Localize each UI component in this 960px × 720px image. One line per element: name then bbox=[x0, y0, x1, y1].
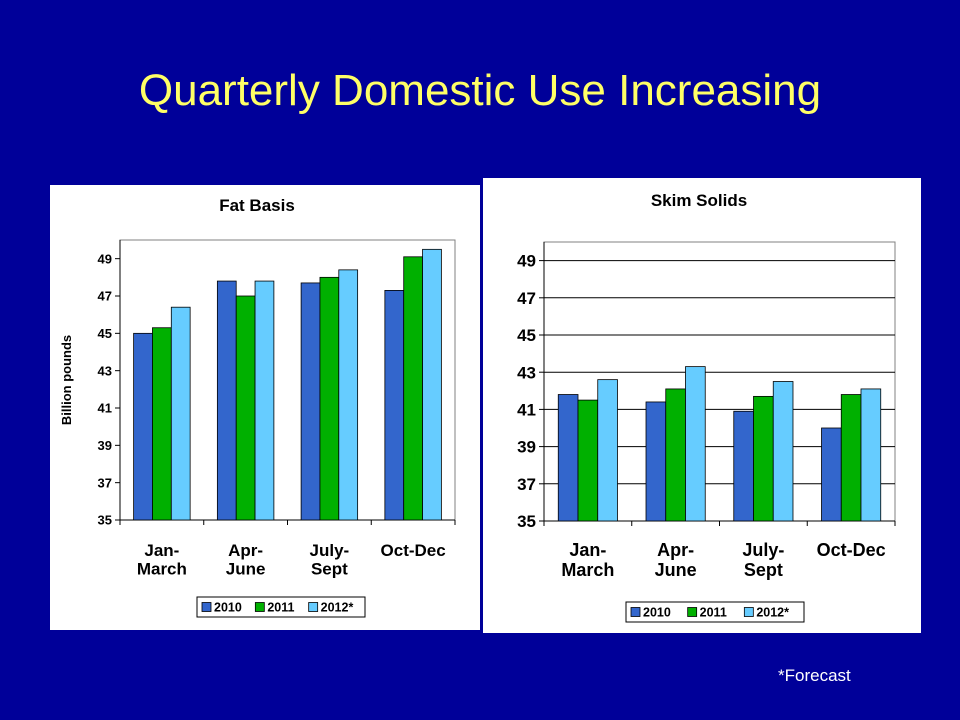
chart-title: Fat Basis bbox=[219, 196, 295, 215]
legend-label: 2010 bbox=[643, 606, 671, 620]
x-category-label: Oct-Dec bbox=[381, 541, 446, 560]
legend-swatch-2012 bbox=[743, 607, 754, 617]
bar-2011-2 bbox=[753, 395, 774, 522]
fat-basis-chart: Fat Basis 35 37 39 41 43 45 47 49 Billion pounds J… bbox=[50, 185, 480, 630]
y-tick-label: 37 bbox=[517, 475, 536, 494]
x-category-label: Jan- bbox=[569, 540, 606, 560]
y-tick-label: 39 bbox=[98, 438, 112, 453]
bar-2010-1 bbox=[216, 280, 237, 521]
x-category-label: Apr- bbox=[228, 541, 263, 560]
y-tick-label: 35 bbox=[517, 512, 536, 531]
chart-title: Skim Solids bbox=[651, 191, 747, 210]
y-tick-label: 47 bbox=[517, 289, 536, 308]
bar-2011-1 bbox=[665, 388, 686, 522]
y-tick-label: 43 bbox=[98, 363, 112, 378]
bar-2011-0 bbox=[152, 327, 172, 521]
legend-box bbox=[196, 596, 366, 618]
y-tick-label: 45 bbox=[98, 326, 112, 341]
y-tick-label: 35 bbox=[98, 513, 112, 528]
bar-2012-2 bbox=[338, 269, 359, 521]
legend-swatch-2010 bbox=[201, 602, 212, 612]
y-tick-label: 41 bbox=[517, 401, 536, 420]
x-category-label: Oct-Dec bbox=[817, 540, 886, 560]
legend-swatch-2010 bbox=[630, 607, 641, 617]
x-category-label: Sept bbox=[744, 560, 783, 580]
skim-solids-chart-svg: Skim Solids 35 37 39 41 43 45 47 49 Jan-March Apr-… bbox=[517, 191, 896, 623]
y-tick-label: 49 bbox=[98, 251, 112, 266]
legend-swatch-2012 bbox=[308, 602, 319, 612]
bar-2010-0 bbox=[133, 332, 153, 521]
bar-2011-2 bbox=[319, 276, 340, 521]
x-category-label: July- bbox=[742, 540, 784, 560]
bar-2012-0 bbox=[597, 379, 618, 522]
slide-title: Quarterly Domestic Use Increasing bbox=[138, 66, 822, 115]
y-tick-label: 49 bbox=[517, 252, 536, 271]
x-category-label: Apr- bbox=[657, 540, 694, 560]
legend-label: 2010 bbox=[214, 601, 242, 615]
bar-2011-3 bbox=[840, 394, 862, 522]
y-axis-label: Billion pounds bbox=[59, 335, 74, 425]
x-category-label: March bbox=[137, 560, 187, 579]
x-category-label: Sept bbox=[311, 560, 348, 579]
legend-swatch-2011 bbox=[254, 602, 265, 612]
y-tick-label: 41 bbox=[98, 401, 112, 416]
bar-2012-0 bbox=[170, 306, 191, 521]
legend-label: 2012* bbox=[756, 606, 789, 620]
x-category-label: June bbox=[226, 560, 266, 579]
bar-2010-1 bbox=[645, 401, 667, 522]
bar-2010-3 bbox=[384, 290, 405, 521]
forecast-footnote: *Forecast bbox=[778, 666, 851, 685]
bar-2012-3 bbox=[860, 388, 882, 522]
bar-2012-1 bbox=[254, 280, 275, 521]
bar-2010-2 bbox=[300, 282, 321, 521]
bar-2010-3 bbox=[821, 427, 842, 522]
x-category-label: July- bbox=[310, 541, 350, 560]
skim-solids-chart: Skim Solids 35 37 39 41 43 45 47 49 Jan- March Apr-… bbox=[483, 178, 921, 633]
bar-2011-3 bbox=[403, 256, 423, 521]
x-category-label: June bbox=[655, 560, 697, 580]
legend-label: 2011 bbox=[267, 601, 294, 615]
y-tick-label: 39 bbox=[517, 438, 536, 457]
fat-basis-chart-svg: Fat Basis 35 37 39 41 43 45 47 49 Billion pounds J… bbox=[59, 196, 456, 618]
bar-2012-2 bbox=[772, 381, 794, 522]
legend-swatch-2011 bbox=[687, 607, 698, 617]
legend-box bbox=[625, 601, 805, 623]
legend-label: 2012* bbox=[321, 601, 354, 615]
y-tick-label: 45 bbox=[517, 326, 536, 345]
bar-2012-3 bbox=[422, 248, 442, 521]
y-tick-label: 37 bbox=[98, 475, 112, 490]
y-tick-label: 43 bbox=[517, 363, 536, 382]
bar-2010-2 bbox=[733, 410, 754, 522]
bar-2011-0 bbox=[577, 399, 599, 522]
bar-2012-1 bbox=[685, 366, 706, 522]
x-category-label: Jan- bbox=[144, 541, 179, 560]
legend-label: 2011 bbox=[700, 606, 727, 620]
y-tick-label: 47 bbox=[98, 289, 112, 304]
x-category-label: March bbox=[561, 560, 614, 580]
bar-2011-1 bbox=[235, 295, 256, 521]
bar-2010-0 bbox=[557, 394, 579, 522]
